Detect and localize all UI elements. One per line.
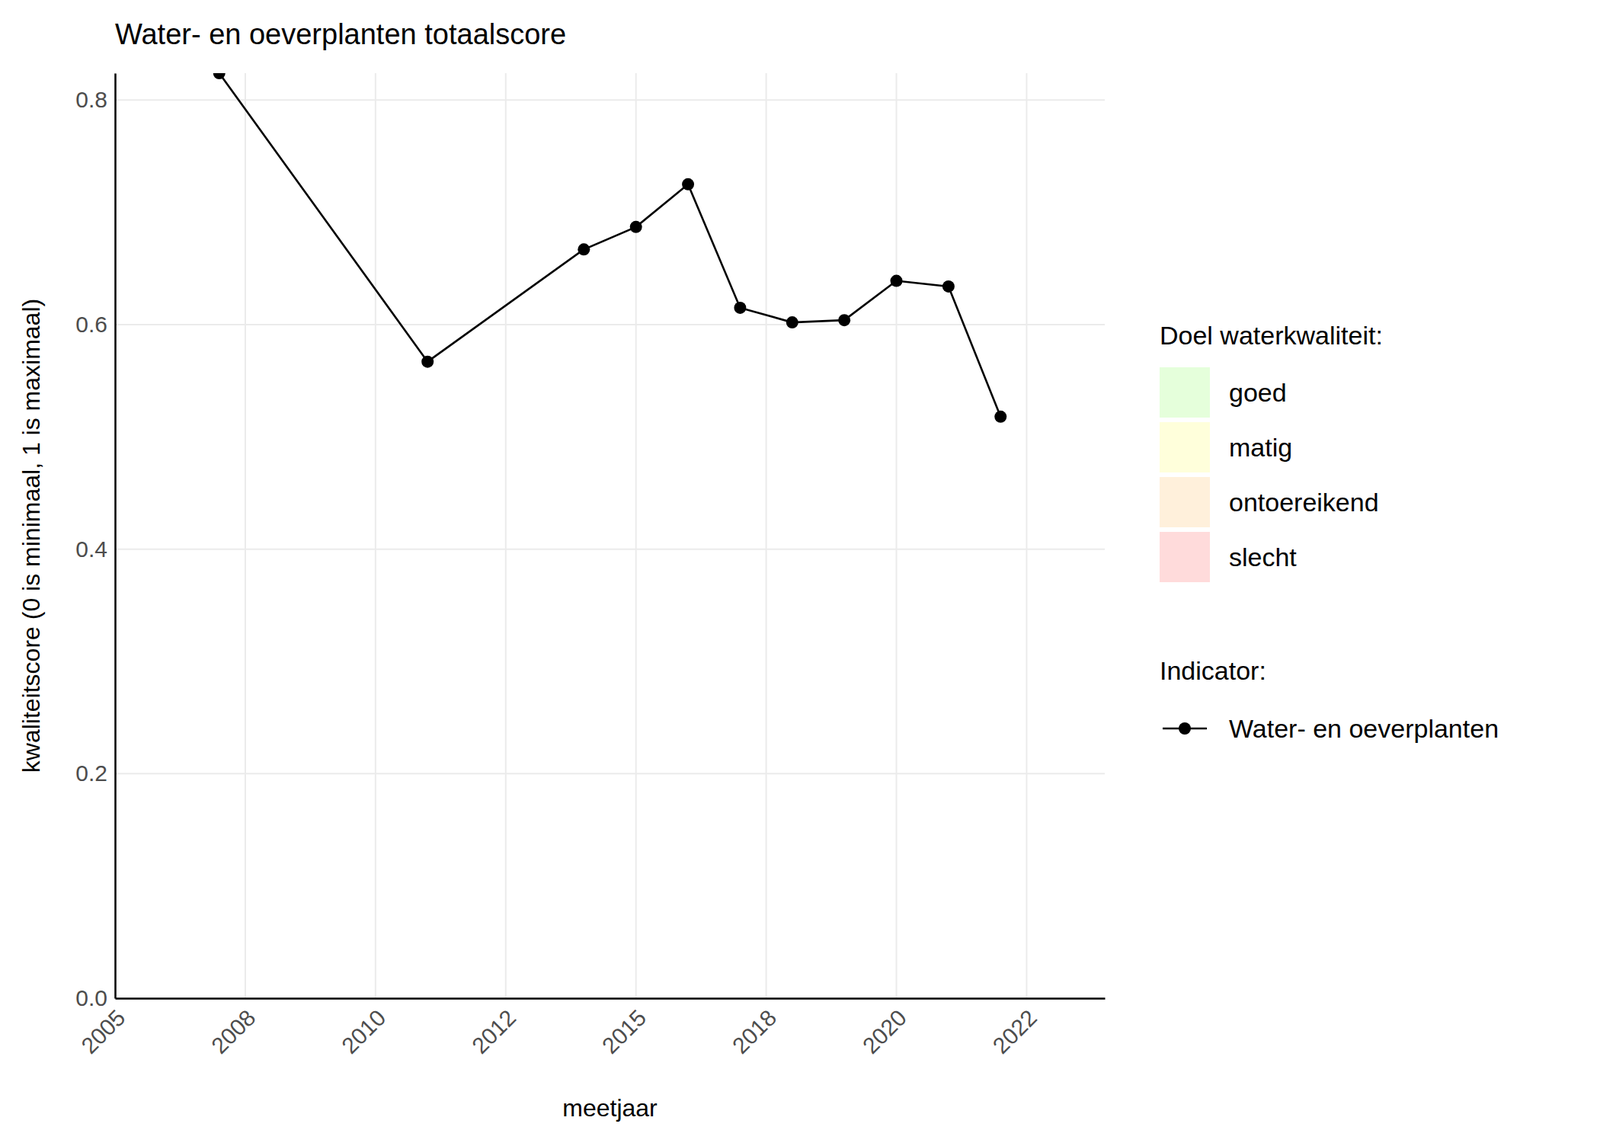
- tick-label: 2005: [76, 1004, 131, 1059]
- x-tick: 2008: [206, 998, 261, 1059]
- grid-line: [1025, 73, 1028, 999]
- legend-label: Water- en oeverplanten: [1228, 713, 1499, 743]
- point: [630, 220, 643, 234]
- x-tick: 2018: [727, 998, 782, 1059]
- legend-label: ontoereikend: [1228, 487, 1380, 517]
- legend-title: Doel waterkwaliteit:: [1159, 320, 1383, 350]
- legend-swatch: [1159, 367, 1210, 418]
- grid-line: [244, 73, 247, 999]
- tick-label: 2010: [336, 1004, 391, 1059]
- grid-line: [505, 73, 507, 999]
- tick-label: 2015: [597, 1004, 652, 1059]
- point: [577, 243, 590, 256]
- grid-line: [115, 772, 1105, 775]
- tick-label: 2008: [206, 1004, 261, 1059]
- tick-label: 2020: [857, 1004, 912, 1059]
- y-tick: 0.2: [75, 760, 116, 786]
- grid-line: [896, 73, 898, 999]
- x-tick: 2020: [857, 998, 912, 1059]
- point: [681, 178, 695, 191]
- point: [942, 280, 955, 293]
- x-axis: 2005 2008 2010 2012 2015 2018 2020 2022: [76, 998, 1105, 1059]
- tick-label: 2012: [467, 1004, 522, 1059]
- title: Water- en oeverplanten totaalscore: [115, 18, 567, 51]
- y-tick: 0.8: [75, 86, 116, 112]
- point: [733, 301, 746, 314]
- y-tick: 0.0: [75, 985, 116, 1011]
- grid: [115, 73, 1105, 999]
- legend: Doel waterkwaliteit: goed matig ontoereiken…: [1159, 320, 1499, 743]
- x-tick: 2022: [988, 998, 1043, 1059]
- legend-title: Indicator:: [1159, 656, 1267, 685]
- x-tick: 2010: [336, 998, 391, 1059]
- tick-label: 0.6: [75, 311, 108, 337]
- legend-swatch: [1159, 476, 1210, 528]
- grid-line: [765, 73, 768, 999]
- grid-line: [115, 99, 1105, 101]
- x-axis-title: meetjaar: [562, 1094, 658, 1122]
- point: [838, 313, 851, 327]
- grid-line: [115, 323, 1105, 326]
- point: [890, 275, 903, 288]
- tick-label: 2022: [988, 1004, 1043, 1059]
- point: [994, 410, 1007, 423]
- point: [786, 316, 799, 329]
- grid-line: [114, 73, 116, 999]
- tick-label: 0.2: [75, 760, 108, 786]
- x-axis-line: [115, 997, 1106, 1000]
- chart: Water- en oeverplanten totaalscore200520…: [0, 0, 1600, 1143]
- y-axis-line: [114, 73, 117, 999]
- tick-label: 2018: [727, 1004, 782, 1059]
- tick-label: 0.0: [75, 985, 108, 1011]
- legend-label: matig: [1228, 432, 1293, 462]
- grid-line: [635, 73, 637, 999]
- x-tick: 2015: [597, 998, 652, 1059]
- legend-label: slecht: [1228, 542, 1297, 572]
- tick-label: 0.8: [75, 86, 108, 112]
- y-tick: 0.6: [75, 311, 116, 337]
- legend-swatch: [1159, 422, 1210, 473]
- legend-label: goed: [1228, 377, 1287, 407]
- y-tick: 0.4: [75, 536, 116, 562]
- grid-line: [115, 997, 1105, 999]
- legend-marker: [1178, 722, 1191, 735]
- point: [213, 73, 226, 80]
- point: [421, 355, 434, 368]
- tick-label: 0.4: [75, 536, 108, 562]
- legend-swatch: [1159, 531, 1210, 583]
- line: [219, 73, 1002, 417]
- y-axis-title: kwaliteitscore (0 is minimaal, 1 is maxi…: [17, 298, 45, 773]
- grid-line: [115, 548, 1105, 551]
- y-axis: 0.0 0.2 0.4 0.6 0.8: [75, 73, 116, 1012]
- x-tick: 2012: [467, 998, 522, 1059]
- plot-area: [213, 73, 1008, 423]
- grid-line: [374, 73, 377, 999]
